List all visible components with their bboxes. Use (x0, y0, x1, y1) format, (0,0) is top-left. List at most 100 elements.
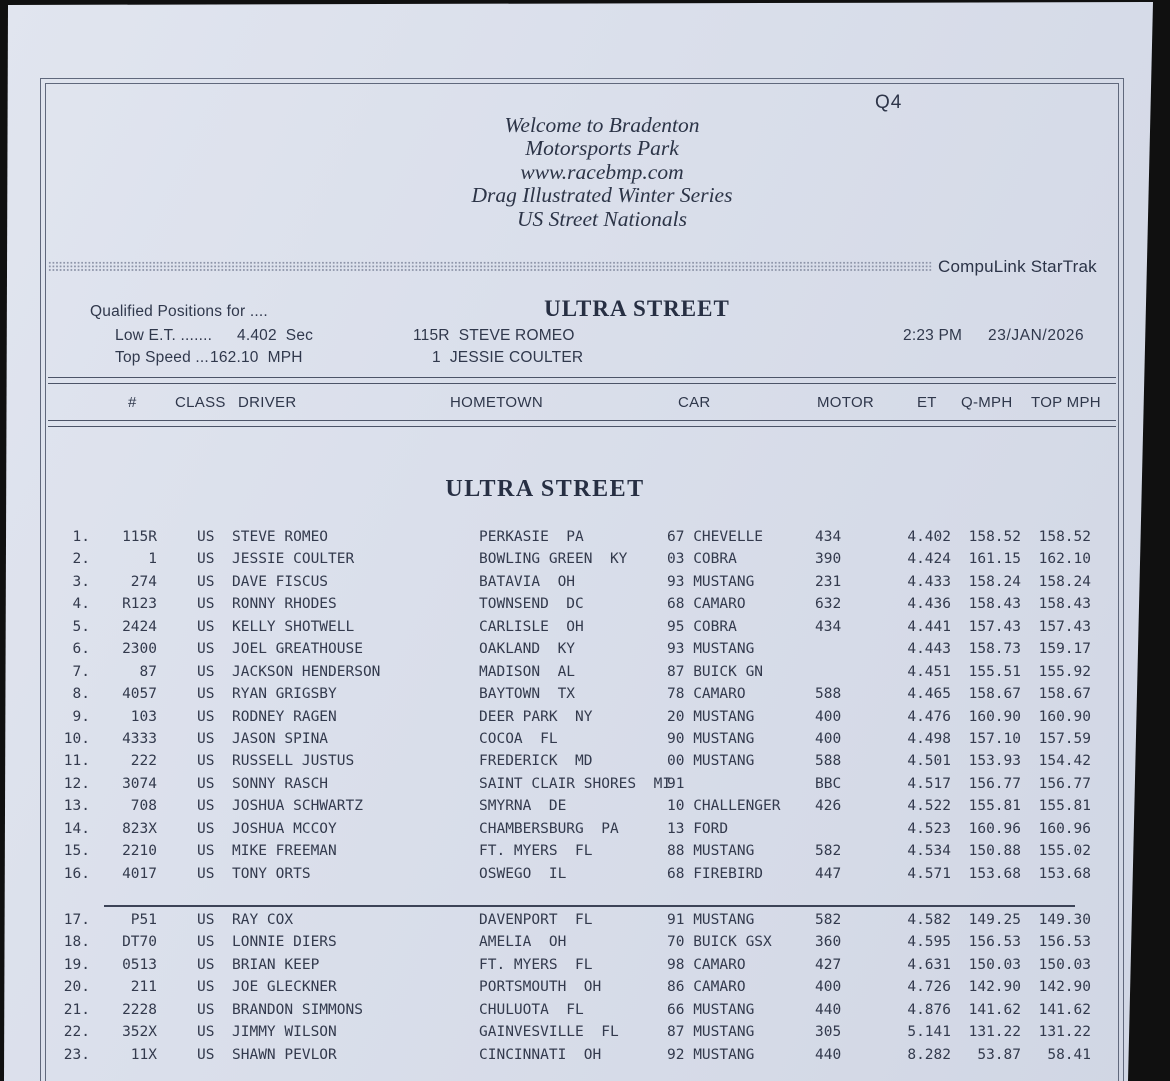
cell-qmph: 158.52 (968, 529, 1021, 545)
cell-car: 68 CAMARO (667, 596, 746, 613)
cell-car: 03 COBRA (667, 551, 737, 568)
cell-cls: US (197, 1024, 215, 1041)
cell-et: 5.141 (907, 1024, 951, 1041)
cell-car_no: 115R (122, 529, 157, 545)
cell-rank: 10. (63, 730, 90, 747)
cell-car: 70 BUICK GSX (667, 934, 772, 951)
cell-driver: JOEL GREATHOUSE (232, 641, 363, 658)
cell-cls: US (197, 596, 215, 613)
cell-car: 78 CAMARO (667, 686, 746, 703)
cell-top: 158.52 (1038, 529, 1091, 545)
column-header-topmph: TOP MPH (1031, 394, 1101, 411)
qualifying-cutoff-line (104, 905, 1075, 907)
cell-top: 160.96 (1038, 820, 1091, 837)
cell-qmph: 155.81 (968, 798, 1021, 815)
cell-top: 162.10 (1038, 551, 1091, 568)
cell-et: 4.465 (907, 686, 951, 703)
cell-car: 98 CAMARO (667, 956, 746, 973)
cell-rank: 14. (63, 820, 90, 837)
class-title: ULTRA STREET (544, 296, 730, 321)
cell-car_no: 2424 (122, 618, 157, 635)
cell-et: 4.631 (907, 956, 951, 973)
cell-car_no: 708 (130, 798, 157, 815)
cell-qmph: 157.10 (968, 730, 1021, 747)
cell-et: 4.582 (907, 912, 951, 928)
qualified-positions-label: Qualified Positions for .... (90, 303, 268, 320)
cell-car_no: 3074 (122, 775, 157, 792)
cell-driver: RYAN GRIGSBY (232, 686, 337, 703)
cell-rank: 11. (63, 753, 90, 770)
cell-car_no: 211 (130, 979, 157, 996)
cell-qmph: 156.53 (968, 934, 1021, 951)
cell-motor: 582 (815, 843, 842, 860)
cell-hometown: FREDERICK MD (479, 753, 593, 770)
cell-car_no: 274 (130, 573, 157, 590)
header-rule-top (48, 377, 1116, 384)
cell-car: 67 CHEVELLE (667, 529, 764, 545)
cell-motor: 426 (815, 798, 842, 815)
cell-car_no: 2210 (122, 843, 157, 860)
cell-motor: 390 (815, 551, 842, 568)
cell-driver: STEVE ROMEO (232, 529, 329, 545)
cell-car_no: 87 (139, 663, 157, 680)
cell-driver: SHAWN PEVLOR (232, 1046, 337, 1063)
welcome-line: Welcome to Bradenton (504, 113, 700, 137)
cell-hometown: CHULUOTA FL (479, 1001, 584, 1018)
cell-et: 4.402 (907, 529, 951, 545)
header-rule-bottom (48, 420, 1116, 427)
cell-driver: RONNY RHODES (232, 596, 337, 613)
table-row: 6. 2300 US JOEL GREATHOUSE OAKLAND KY 93 MUST… (4, 640, 1153, 662)
cell-motor: 632 (815, 596, 842, 613)
table-row: 14. 823X US JOSHUA MCCOY CHAMBERSBURG PA 13 F… (4, 820, 1153, 842)
cell-hometown: BATAVIA OH (479, 573, 576, 590)
cell-et: 4.876 (907, 1001, 951, 1018)
cell-rank: 8. (72, 686, 90, 703)
cell-driver: JOSHUA MCCOY (232, 820, 337, 837)
cell-car: 92 MUSTANG (667, 1046, 755, 1063)
cell-top: 159.17 (1038, 641, 1091, 658)
cell-top: 58.41 (1047, 1046, 1091, 1063)
cell-hometown: FT. MYERS FL (479, 843, 593, 860)
cell-hometown: SAINT CLAIR SHORES MI (479, 775, 672, 792)
cell-car: 00 MUSTANG (667, 753, 755, 770)
cell-motor: 434 (815, 529, 842, 545)
cell-car: 93 MUSTANG (667, 573, 755, 590)
table-row: 9. 103 US RODNEY RAGEN DEER PARK NY 20 MUSTAN… (4, 708, 1153, 730)
cell-cls: US (197, 798, 215, 815)
cell-qmph: 158.24 (968, 573, 1021, 590)
cell-hometown: PERKASIE PA (479, 529, 584, 545)
cell-rank: 18. (63, 934, 90, 951)
cell-top: 155.02 (1038, 843, 1091, 860)
column-header-et: ET (917, 394, 937, 411)
cell-rank: 2. (72, 551, 90, 568)
cell-cls: US (197, 573, 215, 590)
cell-et: 4.424 (907, 551, 951, 568)
cell-et: 4.476 (907, 708, 951, 725)
cell-car_no: 2300 (122, 641, 157, 658)
cell-car: 91 MUSTANG (667, 912, 755, 928)
cell-qmph: 160.96 (968, 820, 1021, 837)
cell-car: 68 FIREBIRD (667, 865, 764, 882)
cell-hometown: PORTSMOUTH OH (479, 979, 602, 996)
cell-motor: 427 (815, 956, 842, 973)
cell-qmph: 150.03 (968, 956, 1021, 973)
cell-car_no: R123 (122, 596, 157, 613)
cell-car_no: 1 (148, 551, 157, 568)
cell-car_no: 352X (122, 1024, 157, 1041)
cell-et: 4.523 (907, 820, 951, 837)
table-row: 10. 4333 US JASON SPINA COCOA FL 90 MUSTANG 40… (4, 730, 1153, 752)
cell-top: 142.90 (1038, 979, 1091, 996)
cell-cls: US (197, 775, 215, 792)
cell-top: 157.43 (1038, 618, 1091, 635)
cell-car_no: 103 (130, 708, 157, 725)
column-header-number: # (128, 394, 137, 411)
cell-car_no: 823X (122, 820, 157, 837)
cell-car: 91 (667, 775, 685, 792)
table-row: 11. 222 US RUSSELL JUSTUS FREDERICK MD 00 MUS… (4, 752, 1153, 774)
column-header-driver: DRIVER (238, 394, 297, 411)
low-et-label: Low E.T. ....... (115, 327, 213, 344)
cell-car: 66 MUSTANG (667, 1001, 755, 1018)
cell-rank: 23. (63, 1046, 90, 1063)
cell-motor: 360 (815, 934, 842, 951)
cell-driver: JASON SPINA (232, 730, 329, 747)
